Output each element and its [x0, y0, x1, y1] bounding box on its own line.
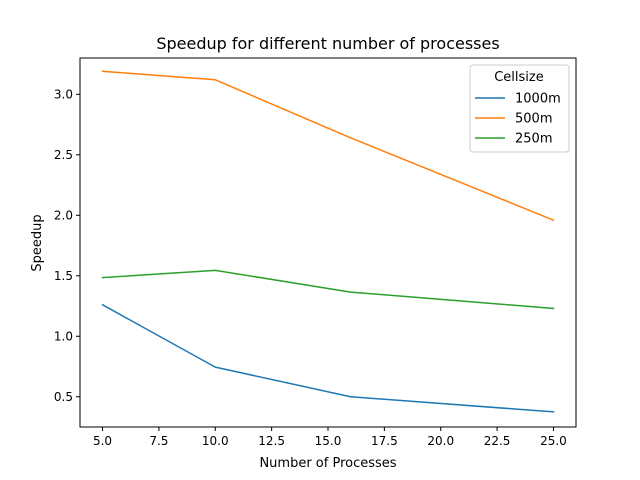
- legend-box: [469, 64, 570, 153]
- series-line-500m: [101, 70, 555, 222]
- y-tick-label: 2.5: [54, 148, 73, 162]
- y-axis-ticks: 0.5 1.0 1.5 2.0 2.5 3.0: [54, 87, 80, 404]
- y-tick-label: 3.0: [54, 87, 73, 101]
- chart-title: Speedup for different number of processe…: [156, 34, 499, 53]
- series-line-1000m: [101, 303, 555, 413]
- y-tick-label: 1.0: [54, 329, 73, 343]
- x-tick-label: 5.0: [93, 434, 112, 448]
- y-tick-label: 1.5: [54, 269, 73, 283]
- x-tick-label: 15.0: [315, 434, 342, 448]
- y-axis-label: Speedup: [30, 214, 45, 271]
- x-axis-ticks: 5.0 7.5 10.0 12.5 15.0 17.5 20.0 22.5 25.0: [93, 427, 567, 448]
- legend-label: 250m: [515, 132, 552, 147]
- x-tick-label: 25.0: [540, 434, 567, 448]
- legend-label: 500m: [515, 112, 552, 127]
- y-tick-label: 2.0: [54, 208, 73, 222]
- x-tick-label: 20.0: [427, 434, 454, 448]
- x-tick-label: 12.5: [258, 434, 285, 448]
- x-tick-label: 17.5: [371, 434, 398, 448]
- x-tick-label: 10.0: [202, 434, 229, 448]
- legend: Cellsize 1000m 500m 250m: [469, 64, 570, 153]
- x-tick-label: 7.5: [149, 434, 168, 448]
- legend-label: 1000m: [515, 92, 561, 107]
- x-axis-label: Number of Processes: [259, 456, 396, 471]
- y-tick-label: 0.5: [54, 390, 73, 404]
- x-tick-label: 22.5: [484, 434, 511, 448]
- series-line-250m: [101, 269, 555, 310]
- legend-entries: 1000m 500m 250m: [475, 92, 561, 147]
- legend-title: Cellsize: [494, 70, 544, 85]
- series-layer: [101, 70, 555, 413]
